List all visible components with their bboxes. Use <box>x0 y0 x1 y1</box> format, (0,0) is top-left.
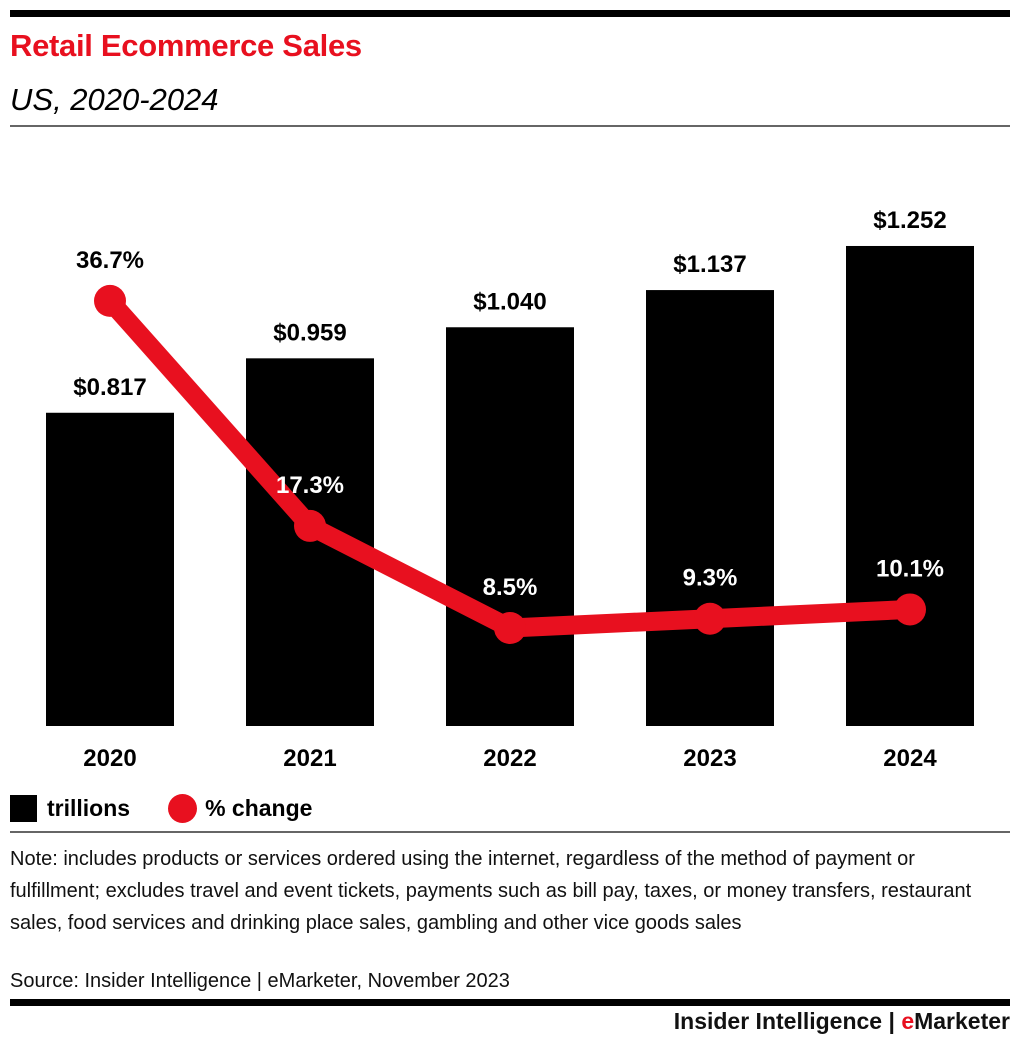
bar-2022 <box>446 327 574 726</box>
legend-divider <box>10 831 1010 833</box>
chart-title: Retail Ecommerce Sales <box>10 28 362 63</box>
legend-line-label: % change <box>205 794 313 821</box>
line-value-label: 9.3% <box>683 565 738 592</box>
brand-logo: Insider Intelligence | eMarketer <box>674 1008 1010 1035</box>
bar-2024 <box>846 245 974 726</box>
line-point-2020 <box>94 284 126 317</box>
legend-line-swatch-icon <box>168 793 198 823</box>
bar-value-label: $1.040 <box>473 288 546 315</box>
bar-2023 <box>646 290 774 726</box>
x-tick-label: 2021 <box>283 745 336 772</box>
brand-e: e <box>901 1008 915 1034</box>
bar-2020 <box>46 412 174 726</box>
legend-bar-label: trillions <box>47 794 131 821</box>
bar-value-label: $1.252 <box>873 207 946 234</box>
line-value-label: 36.7% <box>76 247 144 274</box>
brand-name: Insider Intelligence | <box>673 1008 902 1034</box>
line-value-label: 8.5% <box>483 574 538 601</box>
chart-area: $0.817 2020 $0.959 2021 $1.040 2022 $1.137 2023… <box>46 207 974 772</box>
legend: trillions % change <box>10 790 312 826</box>
chart-subtitle: US, 2020-2024 <box>10 82 219 117</box>
top-rule <box>10 10 1010 17</box>
line-value-label: 10.1% <box>876 555 944 582</box>
source-note: Source: Insider Intelligence | eMarketer… <box>10 970 510 992</box>
line-point-2022 <box>494 612 526 644</box>
x-tick-label: 2022 <box>483 745 536 772</box>
line-value-label: 17.3% <box>276 472 344 499</box>
x-tick-label: 2020 <box>83 745 136 772</box>
footnote: Note: includes products or services orde… <box>10 848 972 934</box>
x-tick-label: 2023 <box>683 745 736 772</box>
bottom-rule <box>10 999 1010 1006</box>
line-point-2021 <box>294 509 326 542</box>
x-tick-label: 2024 <box>883 745 937 772</box>
bar-value-label: $0.817 <box>73 374 146 401</box>
header-divider <box>10 125 1010 127</box>
bar-value-label: $1.137 <box>673 251 746 278</box>
line-point-2024 <box>894 593 926 626</box>
bar-value-label: $0.959 <box>273 319 346 346</box>
brand-marketer: Marketer <box>914 1008 1010 1034</box>
legend-bar-swatch-icon <box>10 794 37 822</box>
line-point-2023 <box>694 602 726 635</box>
